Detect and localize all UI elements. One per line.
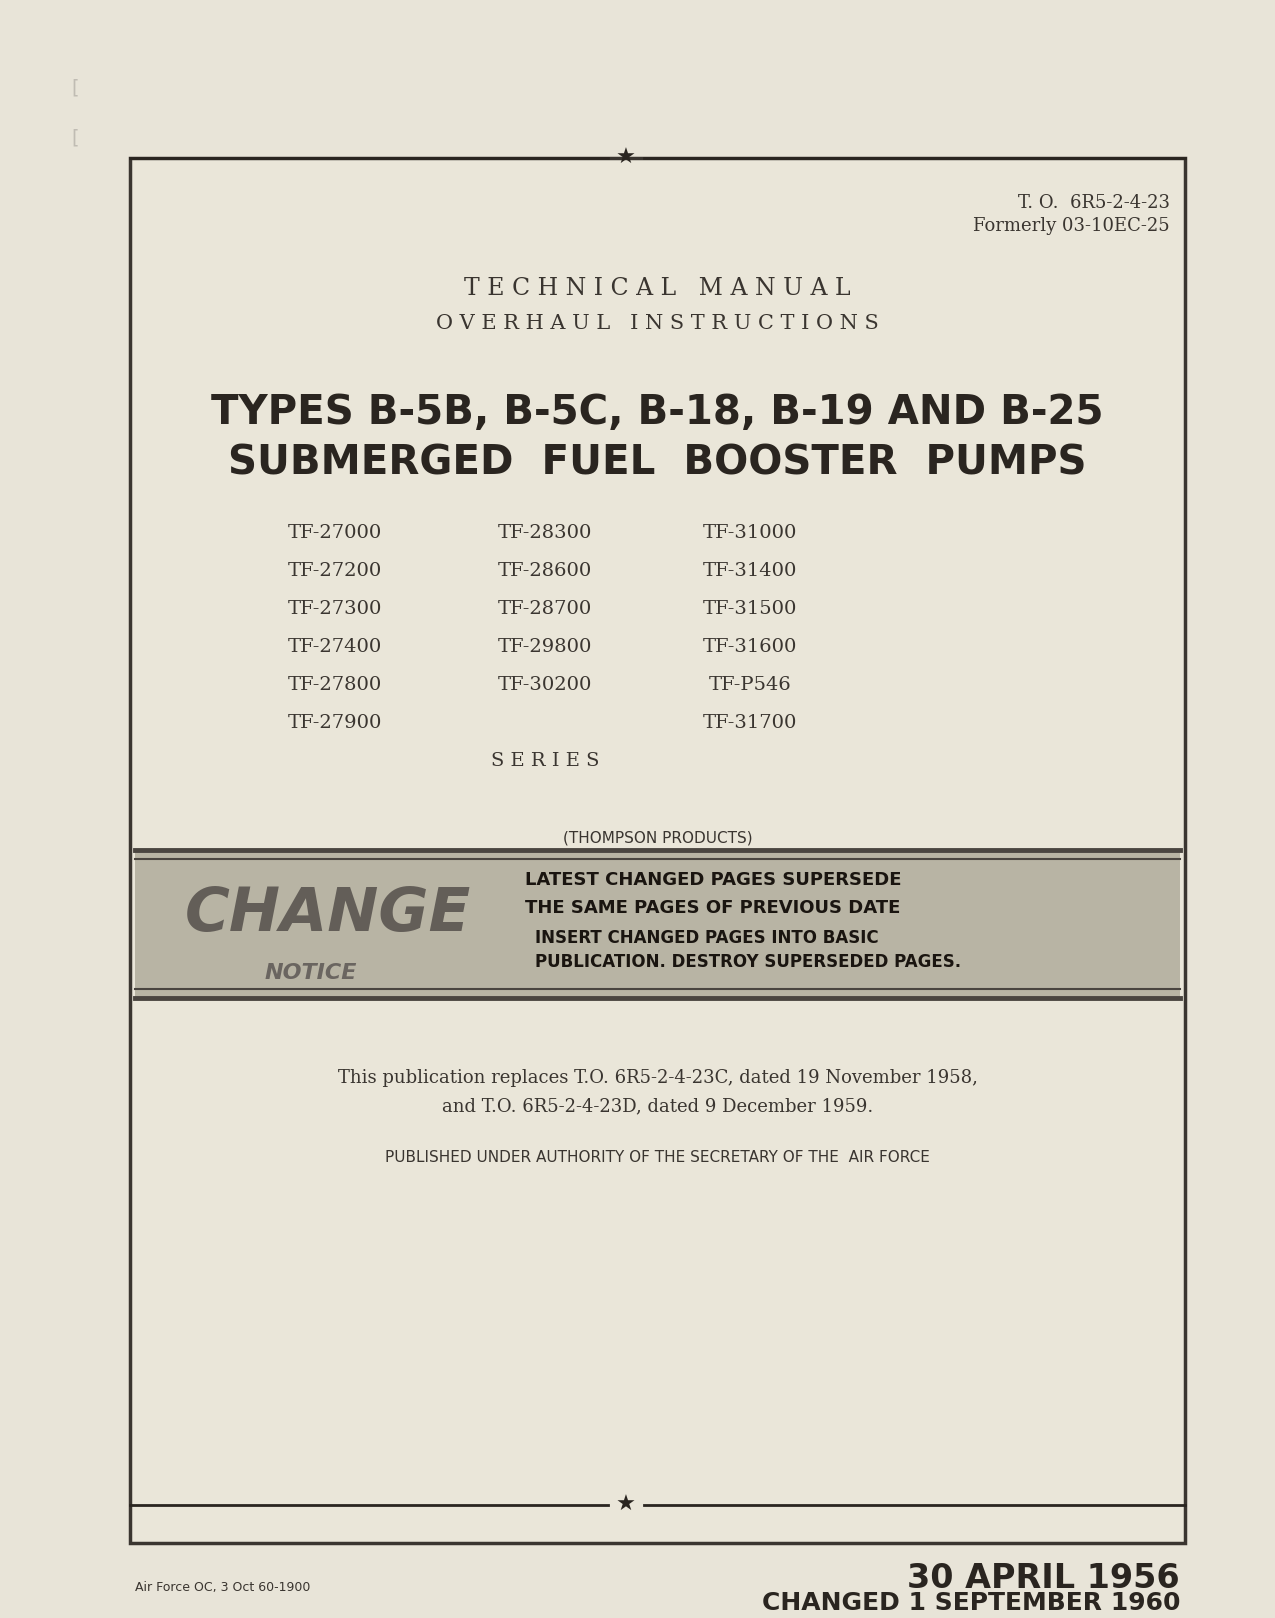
- Text: and T.O. 6R5-2-4-23D, dated 9 December 1959.: and T.O. 6R5-2-4-23D, dated 9 December 1…: [442, 1097, 873, 1115]
- Text: 30 APRIL 1956: 30 APRIL 1956: [908, 1561, 1179, 1594]
- Text: TF-31000: TF-31000: [703, 524, 797, 542]
- Text: TF-P546: TF-P546: [709, 676, 792, 694]
- Text: ★: ★: [616, 147, 636, 168]
- Text: TF-30200: TF-30200: [497, 676, 592, 694]
- Bar: [135, 849, 1179, 998]
- Text: TF-29800: TF-29800: [497, 637, 592, 655]
- Text: [: [: [71, 128, 79, 147]
- Text: INSERT CHANGED PAGES INTO BASIC: INSERT CHANGED PAGES INTO BASIC: [536, 929, 878, 947]
- Text: NOTICE: NOTICE: [265, 963, 357, 984]
- Text: LATEST CHANGED PAGES SUPERSEDE: LATEST CHANGED PAGES SUPERSEDE: [525, 870, 901, 888]
- Text: TF-28300: TF-28300: [497, 524, 592, 542]
- Text: T E C H N I C A L   M A N U A L: T E C H N I C A L M A N U A L: [464, 277, 850, 299]
- Text: This publication replaces T.O. 6R5-2-4-23C, dated 19 November 1958,: This publication replaces T.O. 6R5-2-4-2…: [338, 1069, 978, 1087]
- Text: TF-31500: TF-31500: [703, 600, 797, 618]
- Text: TF-28700: TF-28700: [497, 600, 592, 618]
- Text: PUBLISHED UNDER AUTHORITY OF THE SECRETARY OF THE  AIR FORCE: PUBLISHED UNDER AUTHORITY OF THE SECRETA…: [385, 1150, 929, 1165]
- Text: TF-27300: TF-27300: [288, 600, 382, 618]
- Text: TF-27900: TF-27900: [288, 714, 382, 731]
- Text: TYPES B-5B, B-5C, B-18, B-19 AND B-25: TYPES B-5B, B-5C, B-18, B-19 AND B-25: [212, 393, 1104, 434]
- Text: PUBLICATION. DESTROY SUPERSEDED PAGES.: PUBLICATION. DESTROY SUPERSEDED PAGES.: [536, 953, 961, 971]
- Text: S E R I E S: S E R I E S: [491, 752, 599, 770]
- Text: ★: ★: [616, 1495, 636, 1514]
- Text: TF-27400: TF-27400: [288, 637, 382, 655]
- Text: TF-27200: TF-27200: [288, 561, 382, 579]
- Text: CHANGE: CHANGE: [185, 885, 472, 943]
- Text: TF-27800: TF-27800: [288, 676, 382, 694]
- Text: TF-31700: TF-31700: [703, 714, 797, 731]
- Text: TF-27000: TF-27000: [288, 524, 382, 542]
- Text: THE SAME PAGES OF PREVIOUS DATE: THE SAME PAGES OF PREVIOUS DATE: [525, 900, 900, 917]
- Text: CHANGED 1 SEPTEMBER 1960: CHANGED 1 SEPTEMBER 1960: [761, 1590, 1179, 1615]
- Text: Formerly 03-10EC-25: Formerly 03-10EC-25: [973, 217, 1170, 235]
- Text: Air Force OC, 3 Oct 60-1900: Air Force OC, 3 Oct 60-1900: [135, 1581, 310, 1594]
- Text: TF-31400: TF-31400: [703, 561, 797, 579]
- Bar: [130, 159, 1184, 1544]
- Text: TF-28600: TF-28600: [497, 561, 592, 579]
- Text: TF-31600: TF-31600: [703, 637, 797, 655]
- Text: T. O.  6R5-2-4-23: T. O. 6R5-2-4-23: [1017, 194, 1170, 212]
- Text: [: [: [71, 79, 79, 97]
- Text: (THOMPSON PRODUCTS): (THOMPSON PRODUCTS): [562, 830, 752, 846]
- Text: O V E R H A U L   I N S T R U C T I O N S: O V E R H A U L I N S T R U C T I O N S: [436, 314, 878, 333]
- Text: SUBMERGED  FUEL  BOOSTER  PUMPS: SUBMERGED FUEL BOOSTER PUMPS: [228, 443, 1086, 484]
